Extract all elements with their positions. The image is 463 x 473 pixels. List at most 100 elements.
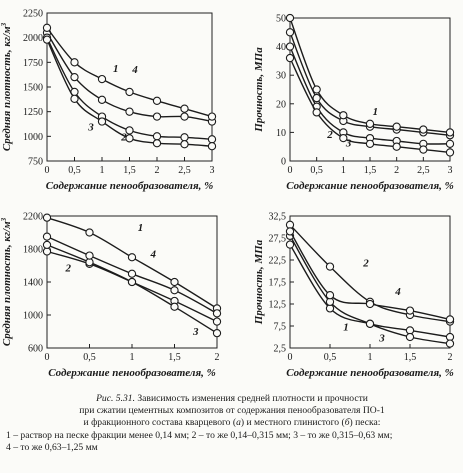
data-point-series-1 (285, 28, 295, 37)
data-point-series-2 (445, 139, 455, 148)
curve-label-3: 3 (87, 121, 94, 133)
data-point-series-4 (127, 269, 137, 278)
y-tick-label: 750 (28, 157, 43, 168)
y-tick-label: 1500 (23, 83, 43, 94)
curve-label-2: 2 (362, 258, 369, 270)
x-tick-label: 2 (215, 352, 220, 363)
curve-label-4: 4 (394, 286, 401, 298)
data-point-series-4 (339, 111, 348, 120)
curve-label-4: 4 (150, 248, 157, 260)
data-point-series-1 (285, 240, 295, 249)
x-tick-label: 1 (100, 165, 105, 176)
data-point-series-3 (339, 133, 348, 143)
data-point-series-3 (212, 328, 222, 338)
y-tick-label: 20 (276, 99, 286, 110)
data-point-series-1 (125, 107, 134, 116)
series-line-2 (46, 250, 218, 323)
x-axis-label: Содержание пенообразователя, % (286, 367, 454, 379)
data-point-series-4 (42, 23, 52, 32)
x-tick-label: 2 (448, 352, 453, 363)
y-tick-label: 2250 (23, 9, 43, 20)
y-tick-label: 0 (281, 157, 286, 168)
y-tick-label: 40 (276, 42, 286, 53)
data-point-series-4 (285, 227, 295, 236)
data-point-series-3 (445, 339, 455, 348)
data-point-series-1 (42, 213, 52, 222)
data-point-series-4 (170, 286, 179, 295)
curve-label-1: 1 (138, 222, 144, 234)
data-point-series-2 (212, 317, 222, 326)
data-point-series-4 (365, 299, 375, 309)
curve-label-1: 1 (113, 63, 119, 75)
curve-label-2: 2 (65, 262, 72, 274)
data-point-series-4 (85, 251, 94, 260)
y-tick-label: 1250 (23, 107, 43, 118)
data-point-series-1 (85, 228, 94, 237)
caption-letter-a: а (236, 417, 241, 429)
data-point-series-4 (312, 85, 321, 94)
data-point-series-4 (97, 74, 107, 84)
y-tick-label: 2,5 (274, 344, 287, 355)
caption-title: Рис. 5.31. Зависимость изменения средней… (6, 393, 458, 405)
data-point-series-3 (127, 277, 137, 287)
x-tick-label: 0 (288, 352, 293, 363)
data-point-series-2 (207, 135, 217, 144)
curve-label-3: 3 (345, 138, 352, 150)
curve-label-3: 3 (378, 332, 385, 344)
caption-line-3: и фракционного состава кварцевого (а) и … (6, 417, 458, 429)
x-tick-label: 1,5 (364, 165, 377, 176)
x-tick-label: 0 (45, 165, 50, 176)
curve-label-3: 3 (192, 326, 199, 338)
data-point-series-3 (42, 240, 52, 250)
x-tick-label: 1,5 (123, 165, 136, 176)
data-point-series-3 (312, 108, 321, 117)
y-tick-label: 1000 (23, 132, 43, 143)
data-point-series-2 (285, 42, 295, 51)
y-tick-label: 30 (276, 71, 286, 82)
x-tick-label: 1 (341, 165, 346, 176)
x-tick-label: 2,5 (417, 165, 430, 176)
series-line-1 (46, 217, 218, 309)
x-tick-label: 0,5 (83, 352, 96, 363)
data-point-series-3 (365, 139, 375, 148)
figure-caption: Рис. 5.31. Зависимость изменения средней… (6, 393, 458, 454)
data-point-series-4 (285, 13, 295, 23)
data-point-series-3 (419, 145, 428, 154)
x-axis-label: Содержание пенообразователя, % (46, 180, 214, 192)
data-point-series-4 (405, 306, 415, 315)
y-tick-label: 32,5 (269, 212, 287, 223)
y-tick-label: 2000 (23, 33, 43, 44)
x-tick-label: 0,5 (68, 165, 81, 176)
curve-label-2: 2 (120, 131, 127, 143)
data-point-series-1 (152, 112, 162, 121)
x-tick-label: 0 (45, 352, 50, 363)
data-point-series-3 (445, 148, 455, 157)
caption-title-text: Зависимость изменения средней плотности … (134, 393, 368, 404)
curve-label-2: 2 (326, 129, 333, 141)
y-axis-label: Прочность, МПа (253, 47, 265, 133)
y-tick-label: 50 (276, 14, 286, 25)
x-tick-label: 1,5 (168, 352, 181, 363)
x-tick-label: 1,5 (404, 352, 417, 363)
plot-frame (289, 215, 451, 349)
data-point-series-3 (207, 142, 217, 151)
data-point-series-3 (285, 53, 295, 63)
data-point-series-3 (170, 302, 179, 311)
caption-line-3-b: ) и местного глинистого ( (240, 417, 345, 429)
x-tick-label: 0,5 (310, 165, 323, 176)
data-point-series-1 (170, 277, 179, 287)
y-tick-label: 27,5 (269, 234, 287, 245)
y-tick-label: 17,5 (269, 278, 287, 289)
x-tick-label: 1 (130, 352, 135, 363)
data-point-series-3 (405, 332, 415, 342)
y-axis-label-superscript: 3 (0, 22, 8, 27)
data-point-series-4 (152, 96, 162, 105)
data-point-series-2 (152, 132, 162, 141)
y-axis-label-superscript: 3 (0, 217, 8, 222)
caption-line-3-c: ) песка: (349, 417, 381, 429)
y-tick-label: 2200 (23, 212, 43, 223)
data-point-series-3 (70, 94, 79, 103)
caption-letter-b: б (344, 417, 350, 429)
caption-line-2: при сжатии цементных композитов от содер… (79, 405, 385, 417)
